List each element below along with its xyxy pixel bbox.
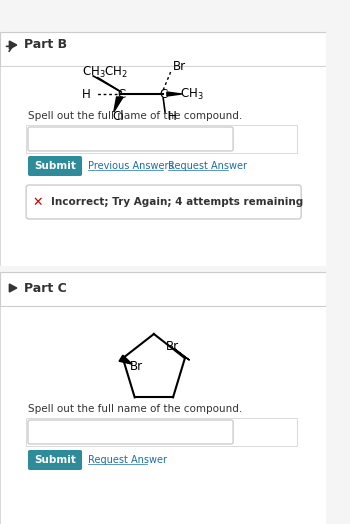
Text: Submit: Submit — [34, 161, 76, 171]
Text: H: H — [82, 88, 91, 101]
Text: Spell out the full name of the compound.: Spell out the full name of the compound. — [28, 111, 242, 121]
Text: Part C: Part C — [24, 282, 67, 296]
Text: C: C — [117, 88, 125, 101]
Text: $\mathregular{CH_3CH_2}$: $\mathregular{CH_3CH_2}$ — [82, 64, 128, 80]
Bar — [0, 272, 326, 306]
FancyBboxPatch shape — [26, 185, 301, 219]
Bar — [26, 125, 296, 153]
Bar — [0, 266, 326, 276]
Text: Part B: Part B — [24, 38, 67, 51]
Text: Incorrect; Try Again; 4 attempts remaining: Incorrect; Try Again; 4 attempts remaini… — [51, 197, 303, 207]
Bar — [0, 32, 326, 66]
Text: Cl: Cl — [112, 110, 124, 123]
Bar — [0, 306, 326, 524]
Text: Br: Br — [166, 340, 180, 353]
FancyBboxPatch shape — [28, 450, 82, 470]
Text: $\mathregular{CH_3}$: $\mathregular{CH_3}$ — [180, 86, 204, 102]
Bar — [0, 66, 326, 276]
Polygon shape — [174, 348, 190, 360]
Text: Request Answer: Request Answer — [88, 455, 167, 465]
FancyBboxPatch shape — [28, 127, 233, 151]
Text: Submit: Submit — [34, 455, 76, 465]
Polygon shape — [167, 92, 182, 96]
Text: H: H — [168, 110, 177, 123]
Text: Previous Answers: Previous Answers — [88, 161, 173, 171]
Text: Spell out the full name of the compound.: Spell out the full name of the compound. — [28, 404, 242, 414]
Polygon shape — [119, 355, 132, 364]
FancyBboxPatch shape — [28, 156, 82, 176]
Polygon shape — [114, 97, 123, 112]
Polygon shape — [9, 41, 17, 49]
Polygon shape — [9, 284, 17, 292]
Text: Br: Br — [173, 60, 186, 72]
Text: Br: Br — [130, 359, 143, 373]
Text: Request Answer: Request Answer — [168, 161, 247, 171]
FancyBboxPatch shape — [28, 420, 233, 444]
Bar — [26, 418, 296, 446]
Text: C: C — [159, 88, 167, 101]
Text: ✕: ✕ — [32, 195, 43, 209]
